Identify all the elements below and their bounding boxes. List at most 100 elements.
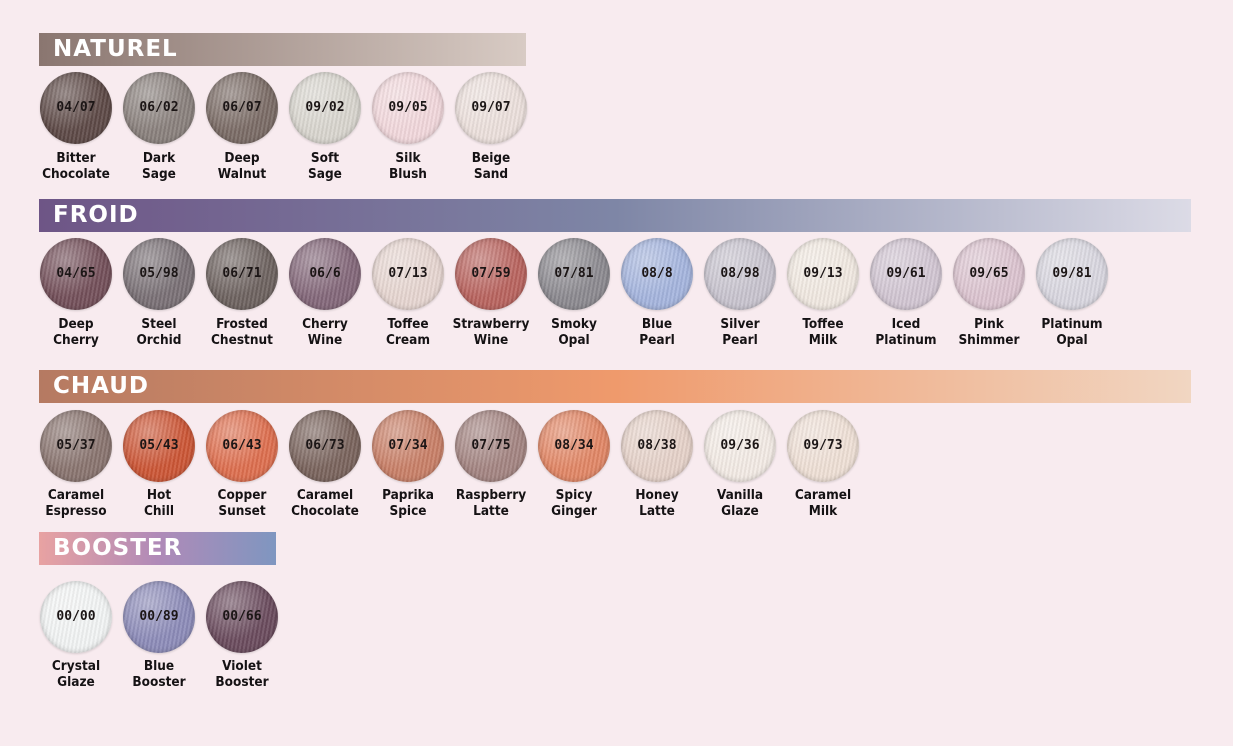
shade-name-line1: Dark [142,150,176,166]
shade-name-line2: Ginger [551,503,597,519]
shade-name-line1: Pink [974,316,1004,332]
color-swatch[interactable]: 08/98 [704,238,776,310]
color-swatch[interactable]: 04/65 [40,238,112,310]
shade-name: Cherry Wine [279,316,371,348]
color-swatch[interactable]: 08/8 [621,238,693,310]
shade-name: Spicy Ginger [528,487,620,519]
shade-name-line2: Chestnut [211,332,273,348]
shade-code: 00/66 [222,609,262,624]
shade-name: Vanilla Glaze [694,487,786,519]
shade-name: Soft Sage [279,150,371,182]
color-swatch[interactable]: 09/65 [953,238,1025,310]
color-swatch[interactable]: 00/00 [40,581,112,653]
color-swatch[interactable]: 07/34 [372,410,444,482]
shade-name-line1: Toffee [802,316,844,332]
shade-name-line1: Copper [217,487,267,503]
shade-code: 00/00 [56,609,96,624]
color-swatch[interactable]: 09/07 [455,72,527,144]
color-swatch[interactable]: 09/81 [1036,238,1108,310]
color-swatch[interactable]: 05/37 [40,410,112,482]
shade-name-line2: Booster [132,674,186,690]
color-swatch[interactable]: 09/36 [704,410,776,482]
shade-code: 00/89 [139,609,179,624]
shade-name-line2: Booster [215,674,269,690]
shade-name: Pink Shimmer [943,316,1035,348]
shade-code: 07/81 [554,266,594,281]
shade-name-line1: Raspberry [455,487,527,503]
shade-code: 05/37 [56,438,96,453]
color-swatch[interactable]: 06/07 [206,72,278,144]
shade-name: Honey Latte [611,487,703,519]
color-swatch[interactable]: 06/6 [289,238,361,310]
shade-name: Blue Booster [113,658,205,690]
color-swatch[interactable]: 09/13 [787,238,859,310]
shade-name-line2: Walnut [217,166,267,182]
color-swatch[interactable]: 06/71 [206,238,278,310]
shade-name: Beige Sand [445,150,537,182]
shade-code: 07/75 [471,438,511,453]
color-swatch[interactable]: 07/13 [372,238,444,310]
color-swatch[interactable]: 09/73 [787,410,859,482]
color-swatch[interactable]: 06/73 [289,410,361,482]
shade-code: 05/98 [139,266,179,281]
color-swatch[interactable]: 00/89 [123,581,195,653]
shade-name-line1: Bitter [56,150,96,166]
shade-name-line1: Silver [720,316,760,332]
color-swatch[interactable]: 09/02 [289,72,361,144]
shade-name: Copper Sunset [196,487,288,519]
color-swatch[interactable]: 05/43 [123,410,195,482]
section-title: CHAUD [39,370,1191,403]
shade-name-line1: Caramel [47,487,105,503]
shade-code: 06/73 [305,438,345,453]
shade-code: 09/81 [1052,266,1092,281]
shade-code: 09/36 [720,438,760,453]
shade-code: 09/07 [471,100,511,115]
shade-name-line2: Milk [808,503,838,519]
shade-name-line2: Sage [308,166,342,182]
shade-name-line1: Smoky [551,316,597,332]
color-swatch[interactable]: 07/59 [455,238,527,310]
shade-name-line1: Toffee [387,316,429,332]
shade-name-line2: Wine [307,332,343,348]
shade-name: Caramel Chocolate [279,487,371,519]
shade-code: 07/59 [471,266,511,281]
shade-code: 09/61 [886,266,926,281]
shade-code: 06/02 [139,100,179,115]
shade-code: 08/38 [637,438,677,453]
color-swatch[interactable]: 07/81 [538,238,610,310]
color-swatch[interactable]: 09/05 [372,72,444,144]
color-swatch[interactable]: 06/02 [123,72,195,144]
shade-name-line2: Pearl [722,332,758,348]
color-swatch[interactable]: 05/98 [123,238,195,310]
color-swatch[interactable]: 07/75 [455,410,527,482]
shade-name-line2: Latte [639,503,675,519]
shade-code: 09/65 [969,266,1009,281]
shade-name: Toffee Cream [362,316,454,348]
shade-name-line1: Paprika [382,487,434,503]
shade-code: 05/43 [139,438,179,453]
color-swatch[interactable]: 08/38 [621,410,693,482]
color-swatch[interactable]: 00/66 [206,581,278,653]
color-swatch[interactable]: 04/07 [40,72,112,144]
shade-name-line2: Spice [389,503,427,519]
shade-name: Crystal Glaze [30,658,122,690]
shade-name: Steel Orchid [113,316,205,348]
shade-name: Silk Blush [362,150,454,182]
shade-name-line2: Cream [386,332,430,348]
shade-name-line1: Steel [141,316,177,332]
shade-name-line2: Cherry [53,332,99,348]
shade-name: Toffee Milk [777,316,869,348]
shade-name-line2: Chocolate [42,166,110,182]
shade-name: Frosted Chestnut [196,316,288,348]
shade-name-line1: Caramel [794,487,852,503]
color-swatch[interactable]: 06/43 [206,410,278,482]
section-title: BOOSTER [39,532,276,565]
shade-name: Bitter Chocolate [30,150,122,182]
shade-name-line1: Violet [222,658,262,674]
color-swatch[interactable]: 08/34 [538,410,610,482]
shade-name-line2: Opal [558,332,590,348]
shade-name-line2: Shimmer [958,332,1020,348]
color-swatch[interactable]: 09/61 [870,238,942,310]
shade-name-line1: Honey [635,487,679,503]
shade-name-line1: Silk [395,150,421,166]
